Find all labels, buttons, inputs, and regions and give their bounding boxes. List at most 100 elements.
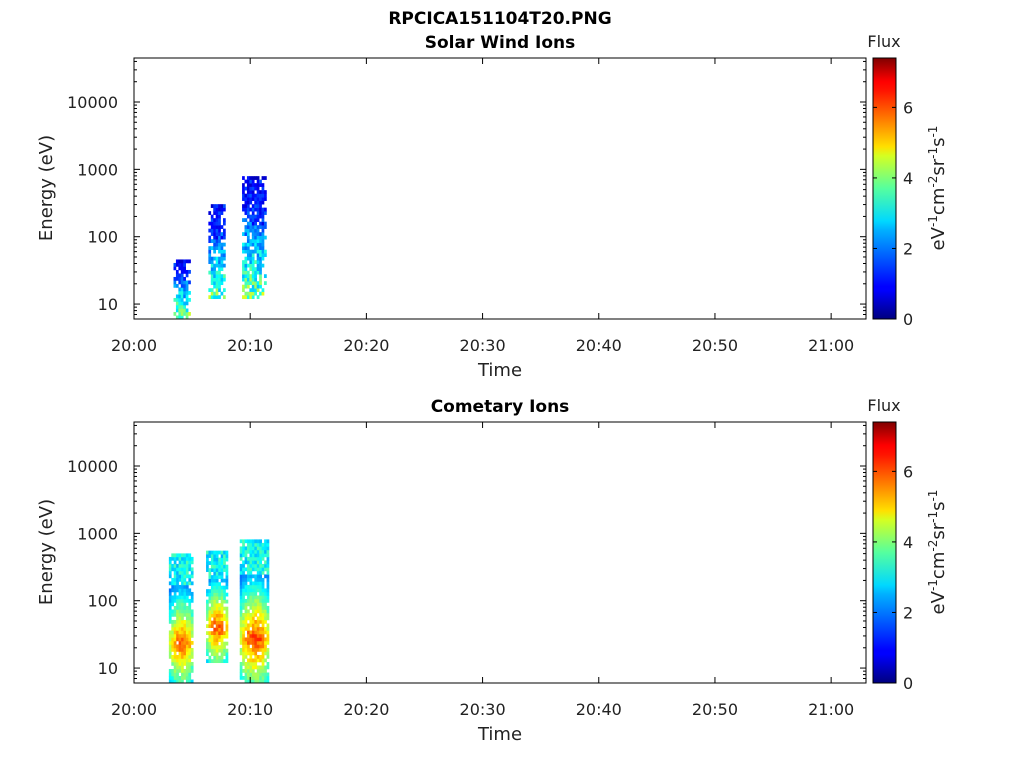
heatmap-cell	[213, 575, 217, 579]
heatmap-cell	[220, 225, 224, 229]
heatmap-cell	[208, 571, 212, 576]
heatmap-cell	[208, 568, 212, 572]
heatmap-cell	[210, 232, 214, 236]
heatmap-cell	[256, 658, 260, 663]
heatmap-cell	[264, 221, 267, 226]
heatmap-cell	[213, 277, 216, 282]
heatmap-cell	[247, 602, 250, 607]
colorbar-tick-label: 0	[903, 310, 913, 329]
heatmap-cell	[261, 242, 265, 247]
heatmap-cell	[178, 567, 182, 572]
heatmap-cell	[251, 176, 255, 180]
heatmap-cell	[256, 605, 260, 610]
heatmap-cell	[239, 602, 243, 607]
heatmap-cell	[210, 645, 214, 650]
heatmap-cell	[183, 563, 187, 568]
heatmap-cell	[223, 288, 226, 293]
heatmap-cell	[220, 624, 224, 628]
heatmap-cell	[249, 637, 253, 642]
heatmap-cell	[213, 655, 217, 660]
heatmap-cell	[251, 274, 255, 279]
heatmap-cell	[208, 228, 212, 233]
heatmap-cell	[185, 287, 189, 292]
heatmap-cell	[188, 269, 191, 274]
heatmap-cell	[251, 253, 255, 257]
heatmap-cell	[247, 679, 250, 684]
heatmap-cell	[256, 179, 260, 184]
heatmap-cell	[218, 564, 221, 569]
heatmap-cell	[215, 571, 219, 576]
heatmap-cell	[176, 588, 179, 593]
heatmap-cell	[246, 291, 250, 296]
heatmap-cell	[213, 232, 216, 236]
heatmap-cell	[190, 591, 194, 596]
heatmap-cell	[264, 553, 267, 558]
heatmap-cell	[220, 263, 224, 268]
heatmap-cell	[185, 661, 189, 666]
heatmap-cell	[173, 672, 177, 677]
heatmap-cell	[208, 211, 212, 215]
heatmap-cell	[225, 641, 229, 646]
heatmap-cell	[251, 668, 255, 673]
heatmap-cell	[210, 631, 214, 635]
heatmap-cell	[208, 641, 212, 646]
heatmap-cell	[261, 228, 265, 233]
heatmap-cell	[244, 665, 248, 670]
heatmap-cell	[266, 665, 270, 670]
heatmap-cell	[168, 609, 172, 614]
heatmap-cell	[249, 581, 253, 586]
heatmap-cell	[210, 288, 214, 293]
heatmap-cell	[261, 553, 265, 558]
unit-exp: -2	[926, 176, 940, 188]
heatmap-cell	[247, 556, 250, 561]
heatmap-cell	[251, 651, 255, 656]
heatmap-cell	[247, 567, 250, 572]
plot-frame	[133, 421, 867, 684]
heatmap-cell	[188, 654, 192, 659]
heatmap-cell	[259, 253, 262, 257]
heatmap-cell	[210, 221, 214, 226]
heatmap-cell	[183, 668, 187, 673]
heatmap-cell	[264, 602, 267, 607]
heatmap-cell	[190, 668, 194, 673]
heatmap-cell	[249, 574, 253, 579]
heatmap-cell	[251, 207, 255, 212]
heatmap-cell	[256, 186, 260, 191]
y-tick-label: 1000	[77, 524, 118, 543]
heatmap-cell	[181, 616, 184, 621]
heatmap-cell	[254, 560, 258, 565]
heatmap-cell	[183, 637, 187, 642]
heatmap-cell	[239, 570, 243, 575]
heatmap-cell	[266, 577, 270, 582]
heatmap-cell	[259, 267, 262, 271]
heatmap-cell	[188, 312, 191, 316]
heatmap-cell	[185, 567, 189, 572]
heatmap-cell	[249, 239, 253, 243]
y-axis-label: Energy (eV)	[36, 499, 57, 605]
heatmap-cell	[178, 633, 182, 638]
heatmap-cell	[251, 630, 255, 635]
heatmap-cell	[254, 288, 257, 293]
heatmap-cell	[185, 584, 189, 589]
heatmap-cell	[254, 679, 258, 684]
heatmap-cell	[208, 638, 212, 643]
heatmap-cell	[210, 246, 214, 250]
heatmap-cell	[254, 232, 257, 236]
heatmap-cell	[256, 539, 260, 544]
heatmap-cell	[244, 186, 248, 191]
heatmap-cell	[188, 563, 192, 568]
heatmap-cell	[206, 648, 209, 653]
heatmap-cell	[256, 204, 260, 208]
heatmap-cell	[218, 242, 221, 247]
heatmap-cell	[185, 619, 189, 624]
heatmap-cell	[171, 609, 175, 614]
heatmap-cell	[173, 553, 177, 558]
heatmap-cell	[261, 626, 265, 631]
heatmap-cell	[244, 616, 248, 621]
heatmap-cell	[220, 235, 224, 240]
heatmap-cell	[183, 602, 187, 607]
heatmap-cell	[254, 574, 258, 579]
heatmap-cell	[246, 253, 250, 257]
heatmap-cell	[176, 616, 179, 621]
